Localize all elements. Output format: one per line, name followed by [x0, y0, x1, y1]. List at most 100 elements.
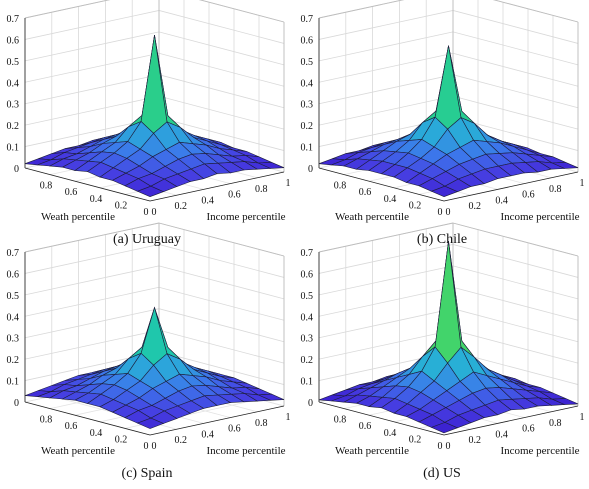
uruguay-income-axis-line [149, 171, 285, 202]
spain-z-tick-label: 0.7 [7, 248, 20, 259]
chile-wealth-axis-line [318, 167, 445, 202]
spain-z-tick-label: 0.3 [7, 334, 20, 345]
us-z-tick-label: 0.6 [301, 269, 314, 280]
uruguay-surface-patch [140, 34, 168, 134]
uruguay-z-tick-label: 0 [14, 164, 19, 175]
chile-income-tick-label: 0.4 [495, 195, 508, 206]
spain-wealth-axis-line [24, 401, 151, 436]
chile-wealth-tick-label: 0.2 [409, 200, 422, 211]
us-surface-patch [430, 422, 459, 434]
spain-wealth-tick-label: 0 [144, 441, 149, 452]
chile-z-tick-label: 0.5 [301, 57, 314, 68]
us-wealth-tick-label: 0.2 [409, 434, 422, 445]
chile-income-tick-label: 0 [446, 207, 451, 218]
chile-wealth-tick-label: 0.6 [359, 187, 372, 198]
uruguay-wealth-axis-line [24, 167, 151, 202]
spain-income-tick-label: 1 [286, 412, 291, 423]
panel-caption-spain: (c) Spain [121, 466, 173, 481]
spain-back-gridline [24, 265, 285, 300]
chile-box-edge [492, 0, 579, 23]
spain-income-tick-label: 0.8 [255, 418, 268, 429]
us-income-tick-label: 0 [446, 441, 451, 452]
us-income-tick-label: 1 [580, 412, 585, 423]
us-z-tick-label: 0.5 [301, 291, 314, 302]
uruguay-income-tick-label: 0.6 [228, 190, 241, 201]
uruguay-income-tick-label: 0.8 [255, 184, 268, 195]
us-income-tick-label: 0.8 [549, 418, 562, 429]
spain-surface-patch [136, 417, 165, 429]
us-income-tick-label: 0.6 [522, 424, 535, 435]
us-z-tick-label: 0.1 [301, 377, 314, 388]
spain-income-tick-label: 0.4 [201, 429, 214, 440]
us-wealth-axis-title: Weath percentile [335, 445, 409, 457]
uruguay-z-tick-label: 0.5 [7, 57, 20, 68]
spain-wealth-tick-label: 0.2 [115, 434, 128, 445]
spain-back-gridline [24, 244, 285, 278]
us-z-tick-label: 0 [308, 398, 313, 409]
us-wealth-tick-label: 0.6 [359, 421, 372, 432]
spain-z-tick-label: 0.2 [7, 355, 20, 366]
uruguay-income-tick-label: 0.2 [175, 201, 188, 212]
chile-z-tick-label: 0.3 [301, 100, 314, 111]
chile-wealth-axis-title: Weath percentile [335, 211, 409, 223]
us-surface-patch [434, 241, 462, 364]
uruguay-wealth-tick-label: 0.4 [90, 194, 103, 205]
chile-income-tick-label: 0.8 [549, 184, 562, 195]
uruguay-z-tick-label: 0.6 [7, 35, 20, 46]
chile-wealth-tick-label: 0 [438, 207, 443, 218]
us-wealth-tick-label: 0.4 [384, 428, 397, 439]
chile-z-tick-label: 0.4 [301, 78, 314, 89]
uruguay-z-tick-label: 0.7 [7, 14, 20, 25]
us-z-tick-label: 0.2 [301, 355, 314, 366]
uruguay-z-tick-label: 0.2 [7, 121, 20, 132]
us-income-tick-label: 0.4 [495, 429, 508, 440]
spain-income-tick-label: 0.2 [175, 435, 188, 446]
spain-wealth-axis-title: Weath percentile [41, 445, 115, 457]
chile-wealth-tick-label: 0.8 [334, 181, 347, 192]
uruguay-wealth-axis-title: Weath percentile [41, 211, 115, 223]
us-income-axis-title: Income percentile [500, 445, 579, 457]
panel-caption-uruguay: (a) Uruguay [112, 232, 182, 247]
chile-z-tick-label: 0.6 [301, 35, 314, 46]
spain-z-tick-label: 0.5 [7, 291, 20, 302]
uruguay-income-axis-title: Income percentile [206, 211, 285, 223]
us-income-tick-label: 0.2 [469, 435, 482, 446]
uruguay-wealth-tick-label: 0.2 [115, 200, 128, 211]
us-wealth-tick-label: 0.8 [334, 415, 347, 426]
uruguay-surface-patch [136, 185, 165, 198]
chile-z-tick-label: 0.7 [301, 14, 314, 25]
chile-box-edge [318, 0, 405, 19]
spain-income-tick-label: 0 [152, 441, 157, 452]
us-box-edge [318, 222, 454, 253]
chile-income-tick-label: 0.2 [469, 201, 482, 212]
chile-z-tick-label: 0.1 [301, 143, 314, 154]
spain-z-tick-label: 0.6 [7, 269, 20, 280]
us-z-tick-label: 0.3 [301, 334, 314, 345]
uruguay-income-tick-label: 0.4 [201, 195, 214, 206]
us-wealth-tick-label: 0 [438, 441, 443, 452]
uruguay-income-tick-label: 1 [286, 178, 291, 189]
uruguay-z-tick-label: 0.4 [7, 78, 20, 89]
spain-wealth-tick-label: 0.8 [40, 415, 53, 426]
spain-z-tick-label: 0.1 [7, 377, 20, 388]
chile-back-gridline [318, 10, 579, 44]
chile-wealth-tick-label: 0.4 [384, 194, 397, 205]
us-wealth-axis-line [318, 401, 445, 436]
uruguay-z-tick-label: 0.1 [7, 143, 20, 154]
spain-z-tick-label: 0.4 [7, 312, 20, 323]
uruguay-z-tick-label: 0.3 [7, 100, 20, 111]
uruguay-wealth-tick-label: 0.6 [65, 187, 78, 198]
uruguay-wealth-tick-label: 0.8 [40, 181, 53, 192]
chile-income-tick-label: 0.6 [522, 190, 535, 201]
chile-surface-patch [430, 185, 459, 198]
chile-income-axis-title: Income percentile [500, 211, 579, 223]
spain-income-axis-line [149, 405, 285, 436]
chile-z-tick-label: 0 [308, 164, 313, 175]
spain-wealth-tick-label: 0.6 [65, 421, 78, 432]
chile-income-axis-line [443, 171, 579, 202]
uruguay-box-edge [24, 0, 111, 19]
spain-box-edge [158, 222, 285, 257]
us-z-tick-label: 0.7 [301, 248, 314, 259]
spain-wealth-tick-label: 0.4 [90, 428, 103, 439]
